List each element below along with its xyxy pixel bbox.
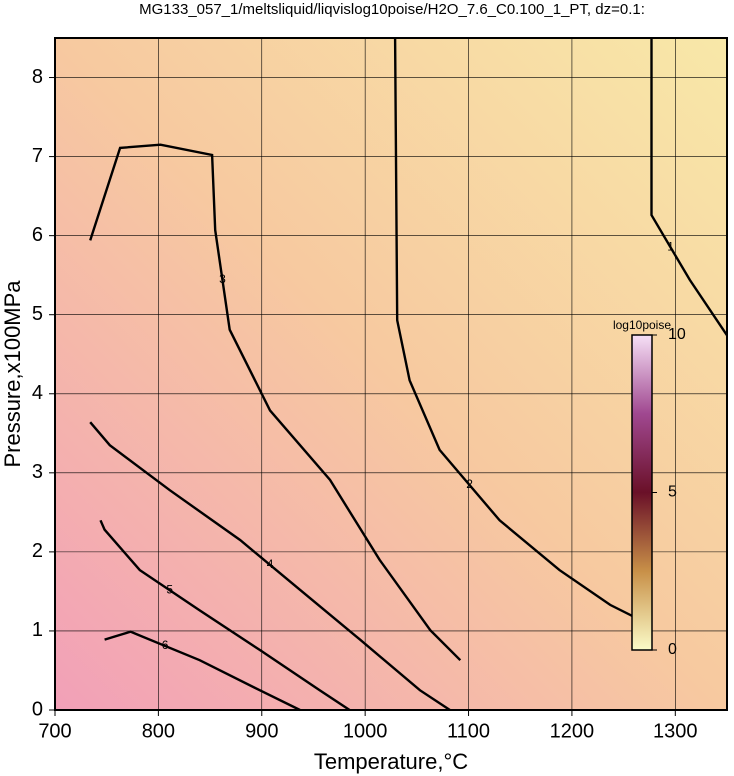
x-tick-label: 900: [245, 720, 278, 742]
y-tick-label: 3: [32, 461, 43, 483]
colorbar: [631, 334, 653, 651]
x-tick-label: 700: [38, 720, 71, 742]
plot-frame: [54, 37, 728, 711]
x-tick-label: 1200: [550, 720, 595, 742]
chart-title: MG133_057_1/meltsliquid/liqvislog10poise…: [139, 1, 645, 18]
contour-label: 6: [162, 638, 169, 652]
colorbar-tick-label: 5: [668, 484, 677, 501]
contour-line: [89, 421, 451, 712]
y-tick-label: 6: [32, 224, 43, 246]
y-tick-label: 8: [32, 66, 43, 88]
x-tick-label: 1300: [653, 720, 698, 742]
x-tick-label: 800: [142, 720, 175, 742]
x-tick-label: 1100: [447, 720, 490, 742]
contour-label: 5: [166, 582, 173, 596]
contour-line: [89, 143, 462, 662]
x-axis-label: Temperature,°C: [314, 749, 468, 774]
y-tick-label: 1: [32, 619, 43, 641]
colorbar-tick-label: 0: [668, 641, 677, 658]
contour-line: [393, 37, 641, 621]
contour-line: [99, 519, 351, 712]
y-tick-label: 2: [32, 540, 43, 562]
y-tick-label: 5: [32, 303, 43, 325]
y-tick-label: 4: [32, 382, 43, 404]
colorbar-label: log10poise: [613, 318, 671, 332]
x-tick-label: 1000: [343, 720, 388, 742]
contour-label: 3: [219, 272, 226, 286]
contour-label: 2: [466, 477, 473, 491]
contour-line: [650, 38, 728, 336]
contour-label: 1: [667, 240, 674, 254]
y-axis-label: Pressure,x100MPa: [0, 280, 25, 468]
colorbar-tick-label: 10: [668, 326, 686, 343]
y-tick-label: 0: [32, 698, 43, 720]
contour-line: [104, 630, 301, 712]
plot-background: [55, 38, 727, 710]
y-tick-label: 7: [32, 145, 43, 167]
contour-label: 4: [267, 557, 274, 571]
